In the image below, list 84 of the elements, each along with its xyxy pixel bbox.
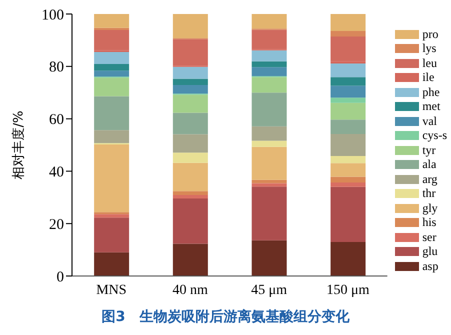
bar xyxy=(330,176,366,182)
bar xyxy=(330,163,366,177)
legend-label: ala xyxy=(422,157,436,172)
legend-label: met xyxy=(422,99,440,114)
bar xyxy=(330,14,366,32)
y-axis-title: 相对丰度/% xyxy=(10,110,27,180)
bar xyxy=(94,78,130,96)
bar xyxy=(330,102,366,120)
bar xyxy=(172,112,208,134)
bar xyxy=(252,180,287,184)
bar xyxy=(172,195,208,198)
bar xyxy=(330,36,366,62)
legend-label: ile xyxy=(422,70,434,85)
bar xyxy=(172,78,208,85)
bar xyxy=(330,64,366,78)
bar xyxy=(172,85,208,94)
legend-label: phe xyxy=(422,84,440,100)
y-tick-label: 40 xyxy=(49,164,64,181)
bar xyxy=(94,64,130,71)
bar xyxy=(172,191,208,196)
bar xyxy=(252,240,287,276)
legend-label: asp xyxy=(422,258,438,274)
bar xyxy=(172,244,208,276)
bar xyxy=(172,198,208,244)
bar xyxy=(172,39,208,66)
legend-label: gly xyxy=(422,200,438,216)
bar xyxy=(252,67,287,76)
bar xyxy=(252,30,287,50)
bar xyxy=(172,134,208,153)
bar xyxy=(252,92,287,126)
bar xyxy=(252,61,287,68)
bar xyxy=(330,186,366,242)
bar xyxy=(94,218,130,252)
bar xyxy=(94,70,130,77)
bar xyxy=(330,86,366,98)
bar xyxy=(172,152,208,163)
bar xyxy=(252,126,287,141)
legend-label: thr xyxy=(422,186,436,201)
y-tick-label: 20 xyxy=(49,216,64,233)
bar xyxy=(330,182,366,187)
bar xyxy=(330,134,366,156)
bar xyxy=(330,98,366,103)
y-tick-label: 80 xyxy=(49,60,64,76)
bar xyxy=(172,162,208,192)
bar xyxy=(252,77,287,93)
bar xyxy=(94,144,130,212)
bar xyxy=(94,252,130,276)
legend-label: arg xyxy=(422,172,438,186)
bar xyxy=(252,186,287,240)
bar xyxy=(330,156,366,164)
legend-label: lys xyxy=(422,41,436,56)
legend-label: cys-s xyxy=(422,128,447,143)
bar xyxy=(330,242,366,276)
text: 图3 生物炭吸附后游离氨基酸组分变化 xyxy=(100,308,350,326)
legend-label: tyr xyxy=(422,142,436,158)
legend-label: glu xyxy=(422,244,438,259)
y-tick-label: 60 xyxy=(49,112,64,128)
bar xyxy=(252,146,287,180)
x-tick-label: 150 μm xyxy=(326,282,370,298)
bar xyxy=(252,140,287,147)
bar xyxy=(94,96,130,130)
legend-label: his xyxy=(422,215,436,230)
bar xyxy=(94,130,130,144)
bar xyxy=(172,14,208,38)
bar xyxy=(330,31,366,37)
bar xyxy=(94,214,130,218)
y-tick-label: 0 xyxy=(56,269,64,286)
bar xyxy=(330,77,366,86)
x-tick-label: 40 nm xyxy=(172,282,208,298)
bar xyxy=(330,120,366,134)
bar xyxy=(172,94,208,113)
legend-label: pro xyxy=(422,26,438,42)
bar xyxy=(172,66,208,79)
y-tick-label: 100 xyxy=(42,7,64,24)
bar xyxy=(252,50,287,62)
x-tick-label: MNS xyxy=(96,282,127,298)
legend-label: val xyxy=(422,114,437,128)
bar xyxy=(94,52,130,64)
legend-label: leu xyxy=(422,56,437,70)
legend-label: ser xyxy=(422,230,436,244)
bar xyxy=(94,30,130,50)
bar xyxy=(94,14,130,28)
bar xyxy=(252,14,287,29)
x-tick-label: 45 μm xyxy=(251,282,288,298)
